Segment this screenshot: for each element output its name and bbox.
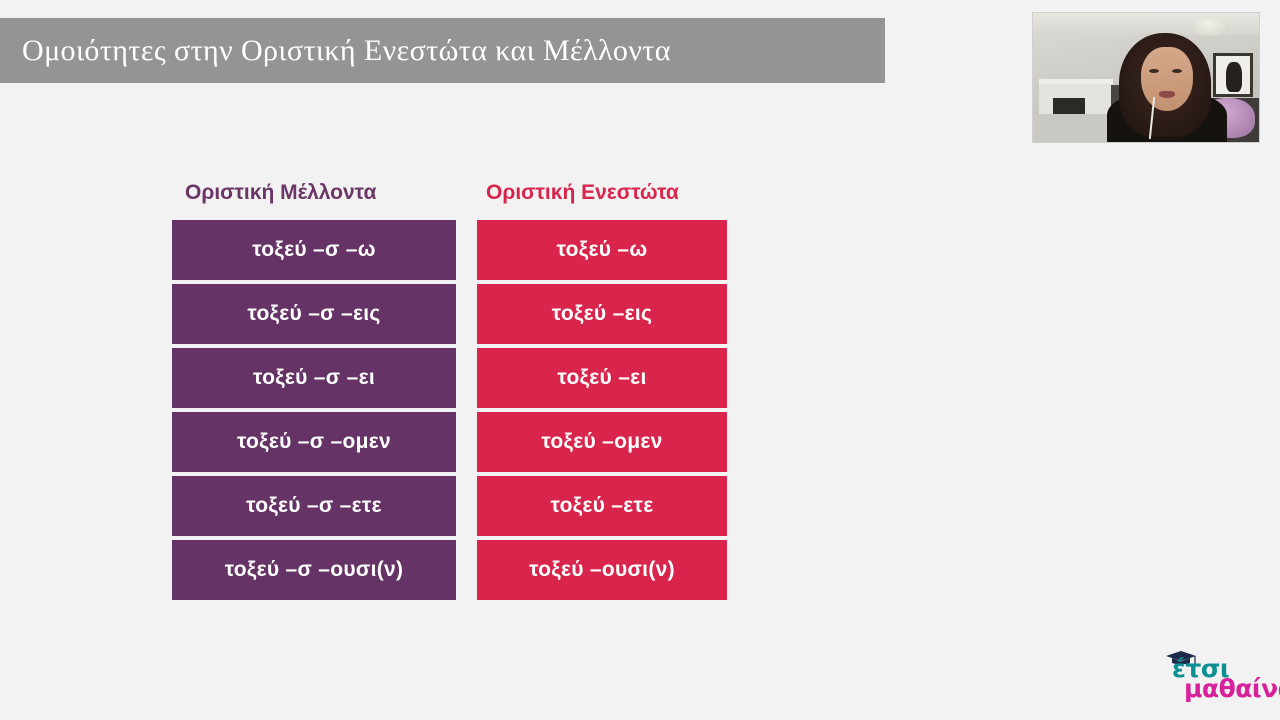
page-title: Ομοιότητες στην Οριστική Ενεστώτα και Μέ…	[22, 33, 671, 67]
table-column-enestota: τοξεύ –ω τοξεύ –εις τοξεύ –ει τοξεύ –ομε…	[477, 220, 727, 600]
column-header-mellonta: Οριστική Μέλλοντα	[185, 181, 377, 204]
table-row: τοξεύ –σ –ομεν	[172, 412, 456, 472]
table-row: τοξεύ –σ –ουσι(ν)	[172, 540, 456, 600]
table-row: τοξεύ –εις	[477, 284, 727, 344]
presenter-video-thumbnail[interactable]	[1032, 12, 1260, 143]
video-person-face	[1141, 47, 1193, 111]
table-row: τοξεύ –σ –ει	[172, 348, 456, 408]
table-row: τοξεύ –σ –ω	[172, 220, 456, 280]
graduation-cap-icon	[1166, 651, 1196, 665]
video-person-mouth	[1159, 91, 1175, 98]
table-row: τοξεύ –ομεν	[477, 412, 727, 472]
table-row: τοξεύ –ει	[477, 348, 727, 408]
table-row: τοξεύ –ω	[477, 220, 727, 280]
video-wall-picture	[1213, 53, 1253, 97]
brand-logo: έτσι μαθαίνω	[1160, 651, 1280, 706]
table-column-mellonta: τοξεύ –σ –ω τοξεύ –σ –εις τοξεύ –σ –ει τ…	[172, 220, 456, 600]
column-header-enestota: Οριστική Ενεστώτα	[486, 181, 679, 204]
table-row: τοξεύ –ουσι(ν)	[477, 540, 727, 600]
slide-title-banner: Ομοιότητες στην Οριστική Ενεστώτα και Μέ…	[0, 18, 885, 83]
logo-word-mathaino: μαθαίνω	[1184, 674, 1280, 703]
video-ceiling-lamp	[1189, 17, 1229, 36]
video-person-eye-right	[1172, 69, 1182, 73]
logo-word-etsi: έτσι	[1172, 654, 1230, 683]
table-row: τοξεύ –ετε	[477, 476, 727, 536]
table-row: τοξεύ –σ –εις	[172, 284, 456, 344]
video-person-eye-left	[1149, 69, 1159, 73]
table-row: τοξεύ –σ –ετε	[172, 476, 456, 536]
